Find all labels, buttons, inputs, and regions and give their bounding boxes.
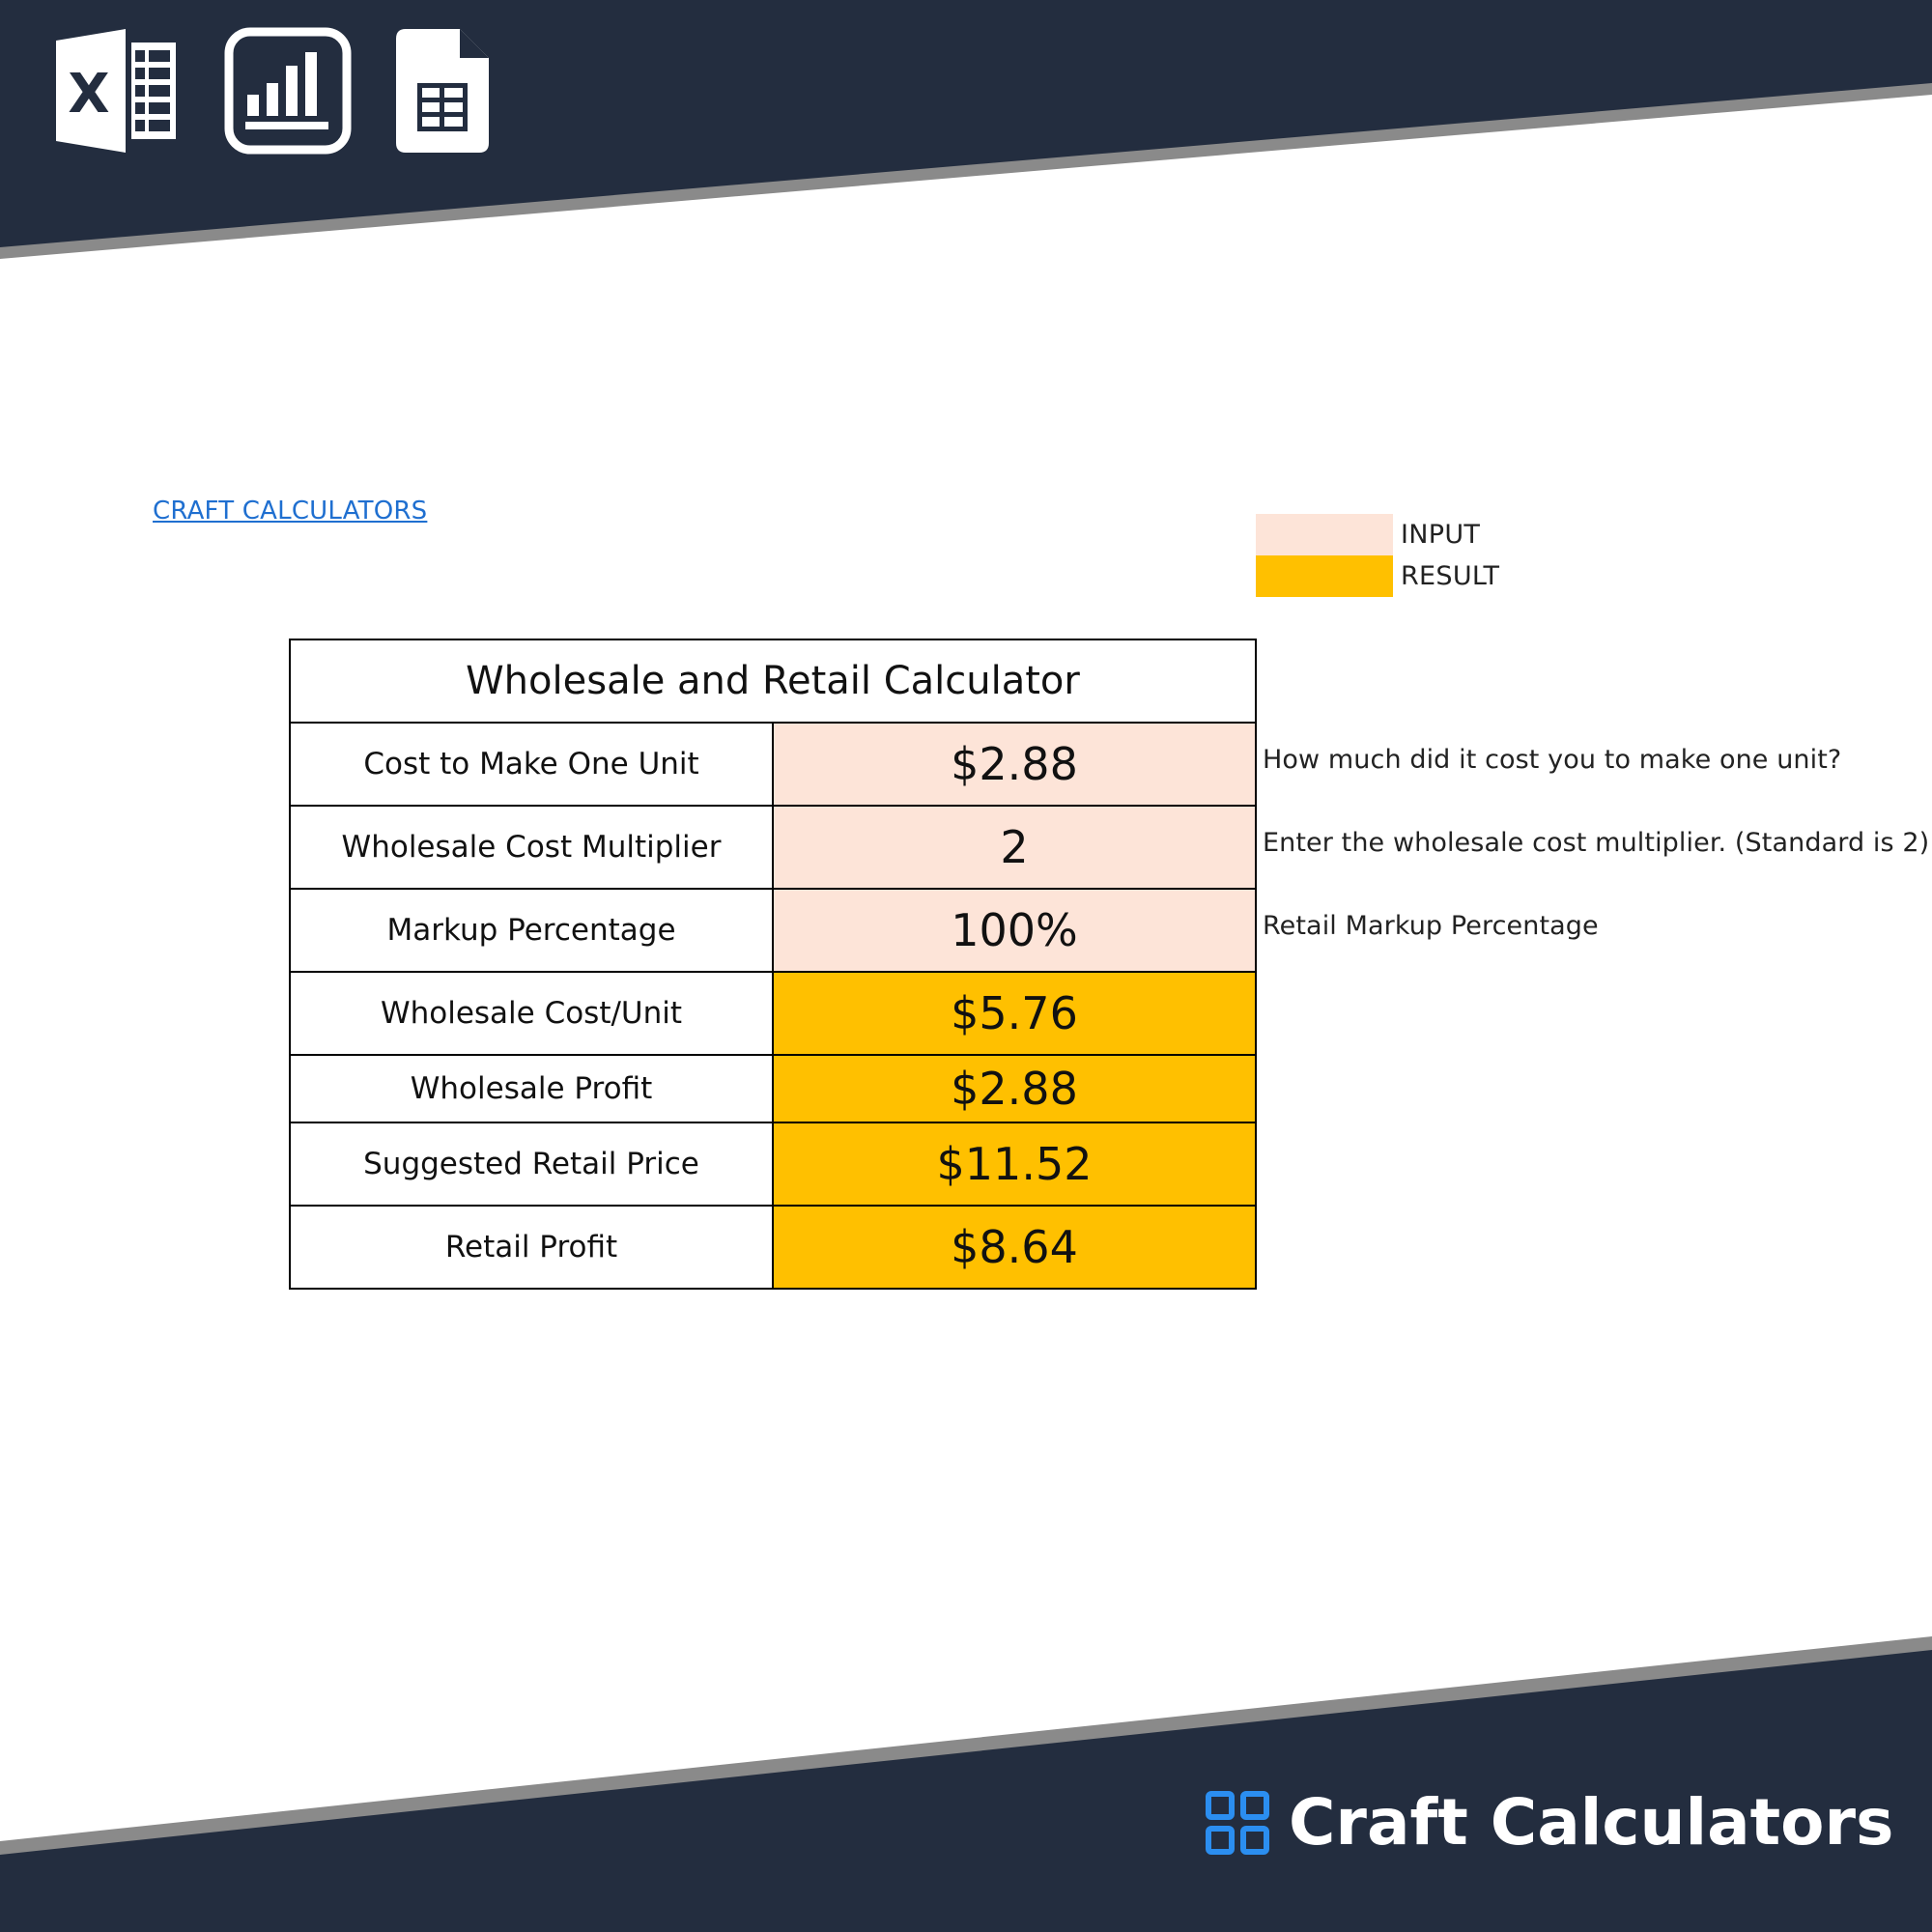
label-retail-profit: Retail Profit bbox=[289, 1205, 774, 1290]
legend-input-label: INPUT bbox=[1401, 520, 1481, 550]
row-wholesale-multiplier: Wholesale Cost Multiplier 2 bbox=[289, 805, 1257, 890]
row-wholesale-profit: Wholesale Profit $2.88 bbox=[289, 1054, 1257, 1123]
input-wholesale-multiplier[interactable]: 2 bbox=[772, 805, 1257, 890]
brand-name: Craft Calculators bbox=[1289, 1785, 1894, 1860]
legend-input-swatch bbox=[1256, 514, 1393, 555]
excel-icon: X bbox=[52, 27, 180, 155]
bottom-banner bbox=[0, 1650, 1932, 1932]
calculator-title: Wholesale and Retail Calculator bbox=[289, 639, 1257, 724]
bar-chart-icon bbox=[224, 27, 352, 155]
row-wholesale-cost-unit: Wholesale Cost/Unit $5.76 bbox=[289, 971, 1257, 1056]
result-wholesale-profit: $2.88 bbox=[772, 1054, 1257, 1123]
label-wholesale-profit: Wholesale Profit bbox=[289, 1054, 774, 1123]
spreadsheet-file-icon bbox=[394, 27, 491, 155]
row-cost-to-make: Cost to Make One Unit $2.88 bbox=[289, 722, 1257, 807]
calculator-table: Wholesale and Retail Calculator Cost to … bbox=[289, 639, 1257, 1290]
result-wholesale-cost-unit: $5.76 bbox=[772, 971, 1257, 1056]
craft-calculators-link[interactable]: CRAFT CALCULATORS bbox=[153, 497, 428, 526]
row-suggested-retail-price: Suggested Retail Price $11.52 bbox=[289, 1122, 1257, 1207]
brand-logo: Craft Calculators bbox=[1206, 1785, 1893, 1860]
label-markup-percentage: Markup Percentage bbox=[289, 888, 774, 973]
svg-text:X: X bbox=[68, 63, 109, 126]
hint-cost-to-make: How much did it cost you to make one uni… bbox=[1263, 745, 1842, 775]
label-wholesale-cost-unit: Wholesale Cost/Unit bbox=[289, 971, 774, 1056]
legend: INPUT RESULT bbox=[1256, 514, 1499, 597]
input-markup-percentage[interactable]: 100% bbox=[772, 888, 1257, 973]
legend-result-swatch bbox=[1256, 555, 1393, 597]
row-retail-profit: Retail Profit $8.64 bbox=[289, 1205, 1257, 1290]
hint-markup-percentage: Retail Markup Percentage bbox=[1263, 911, 1599, 941]
label-suggested-retail-price: Suggested Retail Price bbox=[289, 1122, 774, 1207]
hint-wholesale-multiplier: Enter the wholesale cost multiplier. (St… bbox=[1263, 828, 1930, 858]
input-cost-to-make[interactable]: $2.88 bbox=[772, 722, 1257, 807]
row-markup-percentage: Markup Percentage 100% bbox=[289, 888, 1257, 973]
label-wholesale-multiplier: Wholesale Cost Multiplier bbox=[289, 805, 774, 890]
label-cost-to-make: Cost to Make One Unit bbox=[289, 722, 774, 807]
legend-result-label: RESULT bbox=[1401, 561, 1500, 591]
legend-result: RESULT bbox=[1256, 555, 1499, 597]
result-suggested-retail-price: $11.52 bbox=[772, 1122, 1257, 1207]
grid-icon bbox=[1206, 1790, 1269, 1855]
result-retail-profit: $8.64 bbox=[772, 1205, 1257, 1290]
legend-input: INPUT bbox=[1256, 514, 1499, 555]
